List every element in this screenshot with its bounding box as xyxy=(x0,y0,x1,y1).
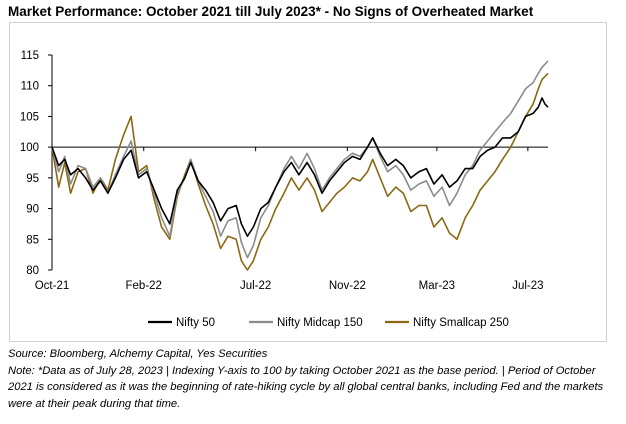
y-tick-label: 90 xyxy=(26,204,39,216)
y-tick-label: 100 xyxy=(20,142,39,154)
series-line-nifty-50 xyxy=(51,97,549,237)
x-tick-label: Jul-23 xyxy=(512,280,543,292)
y-tick-label: 110 xyxy=(21,81,39,93)
y-tick-label: 80 xyxy=(26,265,39,277)
chart-notes: Source: Bloomberg, Alchemy Capital, Yes … xyxy=(8,346,618,412)
legend-label-nifty-midcap-150: Nifty Midcap 150 xyxy=(277,317,363,329)
series-line-nifty-midcap-150 xyxy=(51,60,549,259)
x-tick-label: Mar-23 xyxy=(419,280,455,292)
chart-frame xyxy=(9,22,607,342)
note-text: Note: *Data as of July 28, 2023 | Indexi… xyxy=(8,364,604,410)
y-tick-label: 105 xyxy=(20,111,39,123)
x-tick-label: Jul-22 xyxy=(240,280,271,292)
x-tick-label: Feb-22 xyxy=(126,280,162,292)
legend-label-nifty-50: Nifty 50 xyxy=(176,317,215,329)
legend-label-nifty-smallcap-250: Nifty Smallcap 250 xyxy=(413,317,509,329)
source-text: Source: Bloomberg, Alchemy Capital, Yes … xyxy=(8,348,268,360)
series-line-nifty-smallcap-250 xyxy=(51,72,549,271)
x-tick-label: Nov-22 xyxy=(329,280,366,292)
y-tick-label: 85 xyxy=(26,234,39,246)
y-tick-label: 115 xyxy=(21,50,39,62)
x-tick-label: Oct-21 xyxy=(35,280,70,292)
y-tick-label: 95 xyxy=(26,173,39,185)
chart-title: Market Performance: October 2021 till Ju… xyxy=(8,4,534,19)
